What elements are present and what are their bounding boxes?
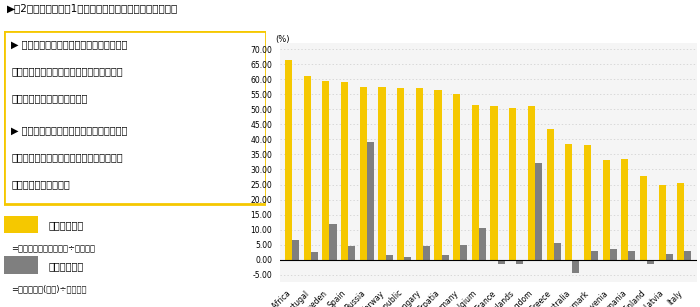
Bar <box>591 251 598 260</box>
Text: になっていないか？: になっていないか？ <box>11 179 70 189</box>
Bar <box>647 260 654 264</box>
Text: 関連収入割合: 関連収入割合 <box>48 221 83 231</box>
Bar <box>498 260 505 264</box>
Bar <box>4 256 38 274</box>
Bar <box>678 183 685 260</box>
Bar <box>640 176 647 260</box>
Text: 税引前利益率: 税引前利益率 <box>48 261 83 271</box>
Bar <box>330 224 337 260</box>
Text: ▶図2　リスク評価例1：各国の利益率及び関連取引の状況: ▶図2 リスク評価例1：各国の利益率及び関連取引の状況 <box>7 3 178 13</box>
Bar <box>323 81 330 260</box>
Bar <box>491 106 498 260</box>
Bar <box>304 76 311 260</box>
Bar <box>404 257 412 260</box>
Bar <box>547 129 554 260</box>
Text: =税引前利益(損失)÷収入金額: =税引前利益(損失)÷収入金額 <box>11 285 87 294</box>
Bar <box>610 249 617 260</box>
Bar <box>379 87 386 260</box>
Bar <box>367 142 374 260</box>
Bar <box>629 251 636 260</box>
Bar <box>397 88 404 260</box>
Bar <box>685 251 692 260</box>
Bar <box>416 88 423 260</box>
Bar <box>348 246 356 260</box>
Bar <box>360 87 367 260</box>
Bar <box>603 161 610 260</box>
Bar <box>386 255 393 260</box>
Bar <box>311 252 318 260</box>
Text: (%): (%) <box>276 36 290 45</box>
Text: ▶ 同一の機能（例：製造会社）であるにも: ▶ 同一の機能（例：製造会社）であるにも <box>11 39 127 49</box>
Bar <box>528 106 535 260</box>
Bar <box>341 82 348 260</box>
Bar <box>453 94 460 260</box>
Bar <box>666 254 673 260</box>
Bar <box>584 146 591 260</box>
Bar <box>435 90 442 260</box>
Bar <box>285 60 292 260</box>
Bar <box>472 105 479 260</box>
Bar <box>535 163 542 260</box>
Text: かかわらず、国・地域によって利益率に: かかわらず、国・地域によって利益率に <box>11 66 123 76</box>
Text: 大きなばらつきがないか？: 大きなばらつきがないか？ <box>11 93 88 103</box>
Bar <box>292 240 299 260</box>
Text: ▶ 関連取引割合の多い拠点につき、極端に: ▶ 関連取引割合の多い拠点につき、極端に <box>11 125 127 135</box>
Text: =関連者からの収入金額÷収入金額: =関連者からの収入金額÷収入金額 <box>11 244 95 253</box>
Bar <box>479 228 486 260</box>
Bar <box>554 243 561 260</box>
Bar <box>460 245 468 260</box>
Bar <box>565 144 573 260</box>
Bar <box>621 159 629 260</box>
Bar <box>442 255 449 260</box>
Bar <box>517 260 524 264</box>
Bar <box>573 260 580 274</box>
Bar <box>509 108 517 260</box>
Bar <box>4 216 38 233</box>
FancyBboxPatch shape <box>4 31 266 204</box>
Bar <box>659 185 666 260</box>
Bar <box>423 246 430 260</box>
Text: 利益率が高い又はロスとなっている状況: 利益率が高い又はロスとなっている状況 <box>11 152 123 162</box>
